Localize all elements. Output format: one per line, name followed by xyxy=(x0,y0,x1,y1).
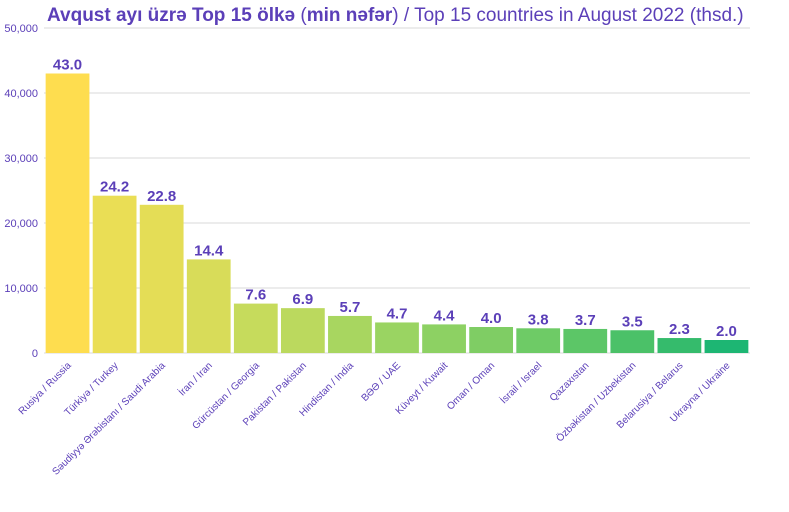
data-label: 2.3 xyxy=(669,321,690,338)
data-label: 4.0 xyxy=(481,310,502,327)
y-tick-label: 20,000 xyxy=(4,218,38,230)
bar xyxy=(280,308,325,353)
y-tick-label: 30,000 xyxy=(4,153,38,165)
y-tick-label: 50,000 xyxy=(4,23,38,35)
bar xyxy=(563,328,608,353)
data-label: 4.4 xyxy=(434,307,456,324)
bar xyxy=(657,338,702,353)
data-labels: 43.0 24.2 22.8 14.4 7.6 6.9 5.7 4.7 4.4 4.0 3.8 3.7… xyxy=(53,57,737,341)
title-bold-2: min nəfər xyxy=(306,5,393,26)
data-label: 4.7 xyxy=(387,305,408,322)
title-paren: ( xyxy=(295,5,307,26)
y-tick-label: 10,000 xyxy=(4,283,38,295)
data-label: 3.8 xyxy=(528,311,549,328)
data-label: 3.5 xyxy=(622,313,643,330)
title-rest: ) / Top 15 countries in August 2022 (ths… xyxy=(392,5,744,26)
x-tick-label: İran / Iran xyxy=(175,359,214,398)
bar xyxy=(45,73,90,353)
x-tick-label: Özbəkistan / Uzbekistan xyxy=(554,360,639,445)
bar xyxy=(92,195,137,353)
data-label: 24.2 xyxy=(100,179,129,196)
data-label: 43.0 xyxy=(53,57,82,74)
data-label: 14.4 xyxy=(194,242,224,259)
y-axis: 0 10,000 20,000 30,000 40,000 50,000 xyxy=(4,23,38,360)
bar xyxy=(186,259,231,353)
data-label: 7.6 xyxy=(245,287,266,304)
bar xyxy=(328,315,372,353)
bars xyxy=(45,73,749,353)
data-label: 22.8 xyxy=(147,188,176,205)
bar xyxy=(139,204,184,353)
bar xyxy=(469,327,514,353)
data-label: 3.7 xyxy=(575,312,596,329)
x-tick-label: Oman / Oman xyxy=(445,360,497,412)
y-tick-label: 40,000 xyxy=(4,88,38,100)
title-bold-1: Avqust ayı üzrə Top 15 ölkə xyxy=(47,5,296,26)
bar xyxy=(610,330,655,353)
x-tick-label: BƏƏ / UAE xyxy=(360,360,404,404)
chart-title: Avqust ayı üzrə Top 15 ölkə (min nəfər) … xyxy=(47,2,787,29)
bar xyxy=(516,328,561,353)
bar xyxy=(233,303,278,353)
x-tick-label: Qazaxıstan xyxy=(548,360,592,404)
bar xyxy=(422,324,466,353)
bar xyxy=(704,340,749,353)
bar xyxy=(375,322,419,353)
data-label: 2.0 xyxy=(716,323,737,340)
data-label: 5.7 xyxy=(340,299,361,316)
data-label: 6.9 xyxy=(292,291,313,308)
x-tick-label: İsrail / Israel xyxy=(497,359,544,406)
y-tick-label: 0 xyxy=(32,348,38,360)
